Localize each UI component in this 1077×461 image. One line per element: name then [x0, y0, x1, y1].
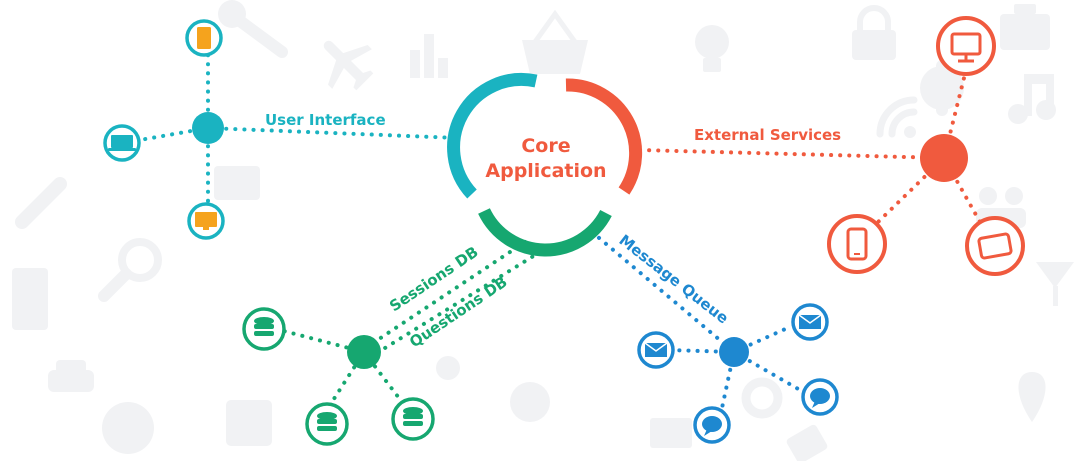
core-ring-red-arc [565, 78, 643, 195]
chat-bubble-icon [801, 378, 839, 416]
wifi-icon [876, 96, 918, 138]
external-services-hub [920, 134, 968, 182]
message-queue-hub [719, 337, 749, 367]
lightbulb-icon [436, 356, 460, 380]
database-icon [305, 402, 349, 446]
chat-bubble-icon [693, 406, 731, 444]
laptop-icon [103, 124, 141, 162]
smartphone-icon [827, 214, 887, 274]
core-application-ring: Core Application [447, 72, 643, 257]
wrench-icon [218, 0, 288, 58]
tablet-icon [965, 216, 1025, 276]
padlock-icon [852, 5, 896, 60]
dollar-icon [920, 60, 964, 116]
user-interface-cluster [103, 19, 225, 240]
speech-bubble-icon [510, 382, 550, 422]
core-title-line1: Core [521, 135, 570, 157]
message-queue-cluster [637, 303, 839, 444]
airplane-icon [323, 40, 374, 91]
user-interface-hub [192, 112, 224, 144]
map-pin-icon [1018, 372, 1046, 422]
briefcase-icon [1000, 4, 1050, 50]
phone-icon [185, 19, 223, 57]
external-services-label: External Services [694, 126, 841, 144]
envelope-icon [637, 331, 675, 369]
user-interface-label: User Interface [265, 111, 386, 129]
cocktail-icon [1036, 262, 1074, 306]
database-hub [347, 335, 381, 369]
background-icons [12, 0, 1074, 461]
globe-icon [102, 402, 154, 454]
tag-icon [786, 424, 828, 461]
database-icon [391, 397, 435, 441]
monitor-outline-icon [650, 418, 692, 448]
desktop-icon [936, 16, 996, 76]
database-icon [242, 307, 286, 351]
music-note-icon [1008, 74, 1056, 124]
gear-icon [741, 377, 783, 419]
pencil-icon [15, 177, 67, 229]
bar-chart-icon [410, 34, 448, 78]
calendar-icon [226, 400, 272, 446]
car-icon [48, 360, 94, 392]
lightbulb-icon [695, 25, 729, 72]
core-ring-green-arc [478, 208, 612, 257]
envelope-icon [791, 303, 829, 341]
external-services-cluster [827, 16, 1025, 276]
basket-icon [522, 9, 588, 74]
database-cluster [242, 307, 435, 446]
mobile-icon [12, 268, 48, 330]
briefcase-icon [214, 166, 260, 200]
connections [138, 48, 982, 410]
monitor-icon [187, 202, 225, 240]
magnifier-icon [98, 238, 162, 302]
message-queue-label: Message Queue [616, 231, 732, 327]
core-title-line2: Application [485, 160, 606, 182]
core-ring-teal-arc [447, 72, 538, 199]
